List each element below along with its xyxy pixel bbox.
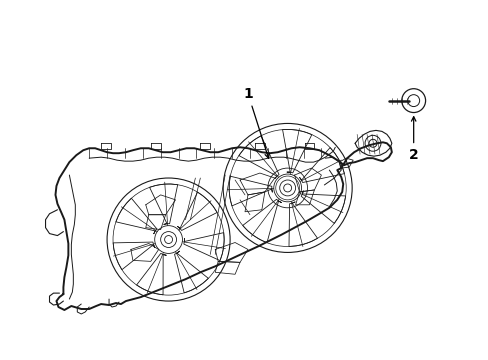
Text: 1: 1 [243, 87, 269, 158]
Text: 2: 2 [408, 117, 418, 162]
